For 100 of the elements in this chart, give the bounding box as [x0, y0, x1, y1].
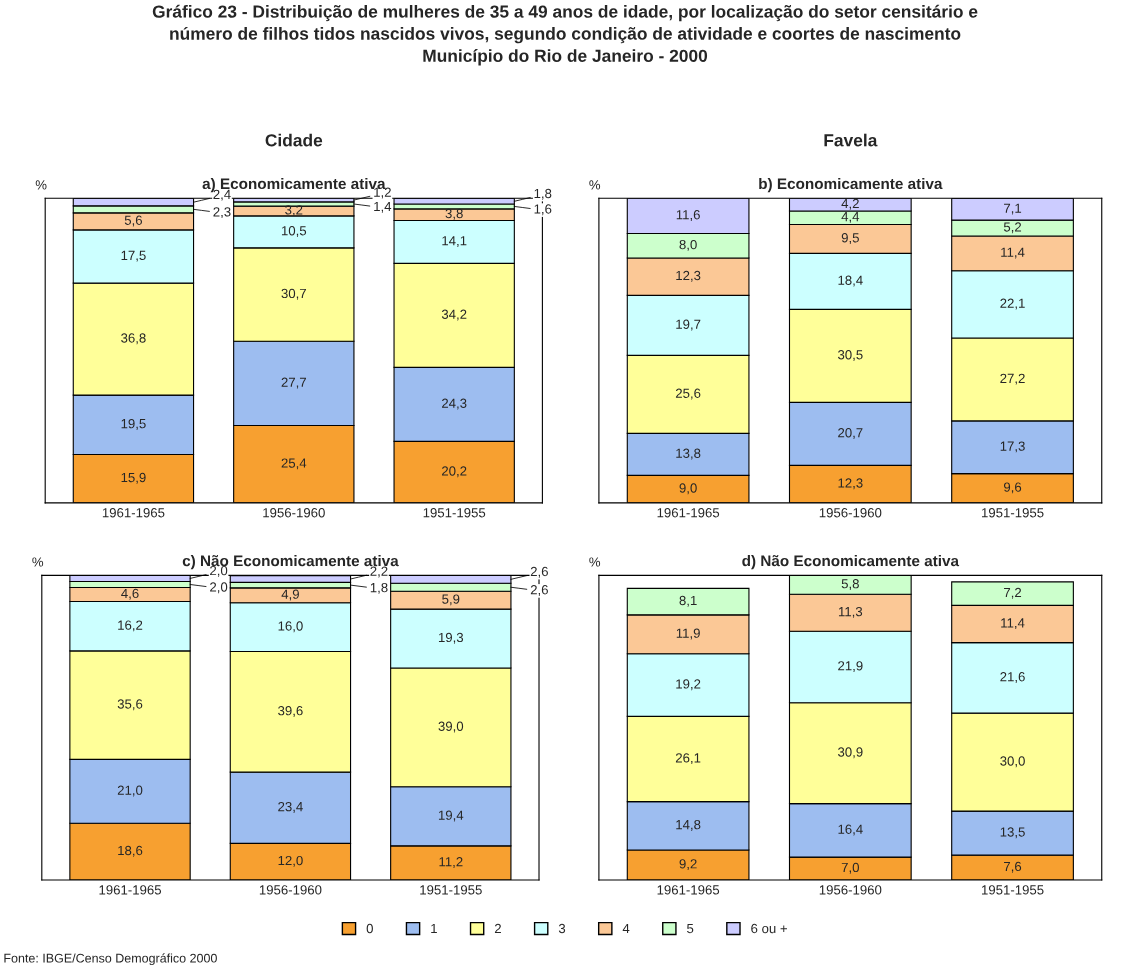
data-label: 14,8 — [676, 819, 701, 831]
x-tick-label: 1956-1960 — [259, 885, 322, 895]
data-label: 30,5 — [837, 350, 863, 361]
data-label: 4,4 — [841, 212, 860, 223]
data-label: 27,7 — [281, 377, 306, 389]
y-axis-title: % — [589, 557, 601, 567]
data-label: 3,8 — [445, 208, 463, 220]
x-tick-label: 1956-1960 — [819, 885, 882, 895]
data-label: 26,1 — [675, 753, 701, 765]
text: Cidade — [265, 133, 323, 147]
data-label: 2,3 — [213, 207, 231, 219]
x-tick-label: 1956-1960 — [263, 508, 325, 518]
source-note: Fonte: IBGE/Censo Demográfico 2000 — [4, 953, 217, 966]
data-label: 1,8 — [370, 582, 388, 594]
data-label: 16,4 — [838, 824, 863, 836]
legend-label: 0 — [366, 923, 373, 934]
legend-label: 2 — [494, 923, 501, 934]
data-label: 25,6 — [675, 388, 701, 400]
text: Favela — [824, 133, 878, 147]
data-label: 30,7 — [281, 288, 306, 300]
data-label: 19,5 — [121, 418, 146, 430]
x-tick-label: 1956-1960 — [819, 508, 882, 518]
data-label: 8,0 — [679, 239, 697, 251]
data-label: 27,2 — [1000, 373, 1025, 385]
data-label: 21,6 — [1000, 672, 1025, 683]
data-label: 17,5 — [121, 250, 146, 262]
x-tick-label: 1951-1955 — [981, 885, 1044, 895]
data-label: 2,6 — [530, 566, 548, 578]
data-label: 21,0 — [117, 785, 143, 797]
data-label: 11,6 — [676, 210, 700, 221]
y-axis-title: % — [35, 180, 47, 190]
data-label: 18,6 — [118, 845, 143, 857]
data-label: 1,2 — [374, 187, 391, 199]
data-label: 34,2 — [441, 309, 467, 321]
data-label: 20,7 — [838, 428, 863, 439]
data-label: 12,3 — [676, 270, 701, 282]
data-label: 9,6 — [1003, 482, 1022, 494]
data-label: 12,3 — [838, 478, 863, 490]
data-label: 5,9 — [442, 594, 460, 606]
data-label: 3,2 — [285, 205, 303, 217]
legend-label: 4 — [622, 923, 630, 934]
data-label: 12,0 — [278, 855, 303, 867]
data-label: 11,3 — [838, 606, 863, 618]
data-label: 1,6 — [534, 204, 552, 216]
data-label: 22,1 — [1000, 298, 1025, 310]
data-label: 1,8 — [534, 188, 552, 200]
data-label: 19,7 — [676, 319, 701, 331]
data-label: 9,0 — [679, 483, 697, 495]
data-label: 30,9 — [837, 747, 863, 759]
data-label: 2,2 — [370, 566, 388, 578]
data-label: 30,0 — [1000, 756, 1025, 768]
data-label: 11,9 — [676, 628, 700, 640]
data-label: 16,2 — [118, 620, 143, 632]
data-label: 39,0 — [438, 721, 464, 733]
data-label: 8,1 — [679, 595, 697, 607]
legend-label: 1 — [431, 923, 437, 934]
data-label: 10,5 — [281, 226, 307, 237]
data-label: 25,4 — [281, 458, 307, 470]
data-label: 2,4 — [213, 189, 231, 201]
legend-label: 6 ou + — [751, 923, 787, 934]
data-label: 13,5 — [1000, 827, 1025, 839]
x-tick-label: 1951-1955 — [423, 508, 486, 518]
data-label: 5,8 — [841, 579, 859, 590]
data-label: 20,2 — [442, 466, 467, 478]
data-label: 24,3 — [442, 398, 467, 410]
text: Gráfico 23 - Distribuição de mulheres de 35 a 49 anos de idade, por localização do setor censitário e número de filhos tidos nascidos vivos, segundo condição de atividade e coortes de nascimento Município do Rio de Janeiro - 2000 — [152, 4, 978, 66]
data-label: 7,6 — [1004, 861, 1022, 873]
data-label: 2,6 — [530, 585, 548, 596]
legend-label: 5 — [687, 923, 694, 934]
data-label: 18,4 — [838, 275, 863, 287]
data-label: 4,9 — [281, 589, 299, 601]
x-tick-label: 1961-1965 — [102, 508, 165, 518]
legend-label: 3 — [558, 923, 566, 934]
data-label: 39,6 — [278, 706, 303, 717]
x-tick-label: 1961-1965 — [99, 885, 162, 895]
data-label: 11,4 — [1001, 618, 1025, 630]
data-label: 5,2 — [1003, 222, 1022, 234]
data-label: 4,6 — [121, 588, 139, 600]
data-label: 14,1 — [442, 236, 467, 247]
data-label: 35,6 — [117, 699, 143, 711]
data-label: 1,4 — [374, 202, 392, 213]
x-tick-label: 1961-1965 — [657, 508, 720, 518]
data-label: 17,3 — [1000, 441, 1025, 453]
data-label: 2,0 — [210, 582, 228, 594]
data-label: 4,2 — [841, 198, 859, 210]
data-label: 15,9 — [121, 472, 146, 484]
data-label: 19,4 — [438, 810, 464, 822]
y-axis-title: % — [589, 180, 601, 190]
data-label: 5,6 — [124, 215, 142, 227]
data-label: 9,2 — [679, 859, 697, 871]
x-tick-label: 1961-1965 — [657, 885, 720, 895]
x-tick-label: 1951-1955 — [981, 508, 1044, 518]
y-axis-title: % — [32, 557, 44, 567]
data-label: 11,2 — [439, 857, 463, 869]
data-label: 23,4 — [278, 801, 303, 813]
data-label: 19,2 — [676, 679, 701, 691]
data-label: 11,4 — [1001, 247, 1025, 259]
data-label: 36,8 — [121, 333, 146, 345]
data-label: 16,0 — [278, 621, 303, 633]
data-label: 7,0 — [841, 862, 859, 874]
